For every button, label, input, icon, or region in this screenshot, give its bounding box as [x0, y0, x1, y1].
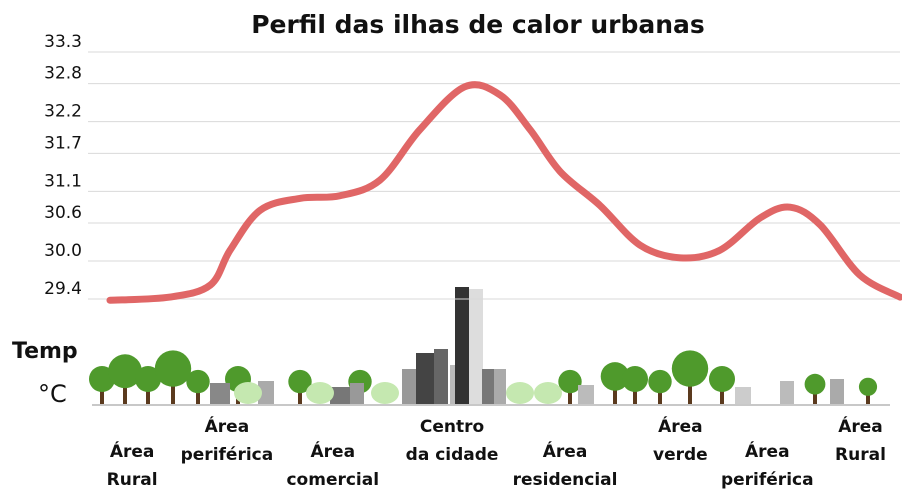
building	[830, 379, 844, 405]
y-label: Temp	[12, 339, 78, 364]
building	[578, 385, 594, 405]
bush	[534, 382, 562, 404]
building	[210, 383, 230, 405]
area-label: periférica	[181, 445, 274, 465]
area-label: comercial	[286, 470, 379, 490]
building	[469, 289, 483, 405]
area-label: Área	[543, 440, 588, 462]
tree-crown	[186, 370, 209, 393]
line	[110, 85, 900, 301]
area-label: Área	[205, 415, 250, 437]
building	[482, 369, 494, 405]
bush	[506, 382, 534, 404]
area-label: Rural	[107, 470, 158, 490]
y-tick-label: 32.2	[44, 102, 82, 122]
building	[402, 369, 416, 405]
area-label: Rural	[835, 445, 886, 465]
tree-crown	[622, 366, 648, 392]
bush	[306, 382, 334, 404]
chart: Perfil das ilhas de calor urbanas Temp °…	[0, 0, 902, 494]
tree-crown	[805, 374, 826, 395]
bush	[234, 382, 262, 404]
area-label: Área	[745, 440, 790, 462]
building	[780, 381, 794, 405]
building	[416, 353, 434, 405]
city-illustration	[89, 287, 890, 405]
area-label: Área	[658, 415, 703, 437]
y-tick-label: 32.8	[44, 64, 82, 84]
tree-crown	[648, 370, 671, 393]
tree-crown	[859, 378, 877, 396]
area-label: Área	[838, 415, 883, 437]
tree-crown	[155, 350, 191, 386]
y-tick-label: 29.4	[44, 279, 82, 299]
tree-crown	[672, 350, 708, 386]
y-tick-label: 33.3	[44, 32, 82, 52]
area-label: verde	[653, 445, 708, 465]
y-tick-label: 30.0	[44, 241, 82, 261]
tree-crown	[709, 366, 735, 392]
area-label: periférica	[721, 470, 814, 490]
area-label: Área	[110, 440, 155, 462]
area-label: residencial	[513, 470, 618, 490]
building	[350, 383, 364, 405]
area-label: Centro	[420, 417, 484, 437]
building	[455, 287, 469, 405]
building	[434, 349, 448, 405]
chart-title: Perfil das ilhas de calor urbanas	[251, 10, 705, 39]
building	[494, 369, 506, 405]
y-tick-label: 30.6	[44, 203, 82, 223]
y-label: °C	[38, 380, 67, 408]
y-tick-label: 31.7	[44, 133, 82, 153]
area-label: da cidade	[406, 445, 499, 465]
area-label: Área	[311, 440, 356, 462]
bush	[371, 382, 399, 404]
building	[735, 387, 751, 405]
y-tick-label: 31.1	[44, 171, 82, 191]
